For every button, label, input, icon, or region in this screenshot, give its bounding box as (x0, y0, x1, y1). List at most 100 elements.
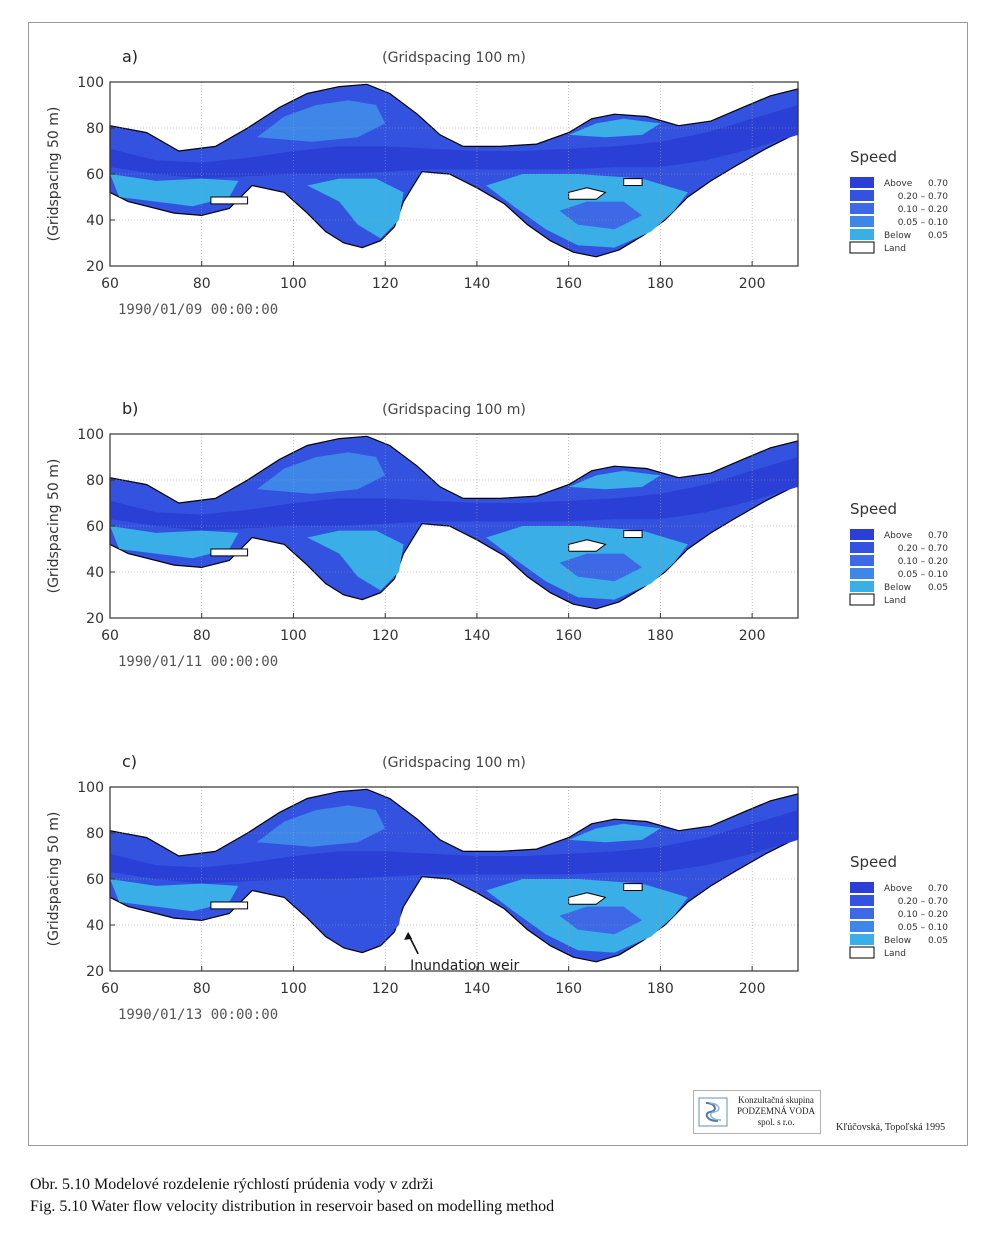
y-tick-label: 20 (86, 964, 104, 980)
logo-line-3: spol. s r.o. (757, 1117, 795, 1127)
zone-0-10-0-20-east-eddy (559, 553, 643, 582)
legend-entry-label: Land (884, 949, 906, 959)
legend-entry-value: 0.70 (928, 179, 948, 189)
y-tick-label: 40 (86, 565, 104, 581)
x-tick-label: 200 (739, 276, 766, 292)
authors-credit: Kľúčovská, Topoľská 1995 (836, 1122, 946, 1133)
legend-swatch (850, 190, 874, 201)
x-tick-label: 80 (193, 981, 211, 997)
legend-entry-value: 0.70 (928, 884, 948, 894)
x-tick-label: 140 (464, 981, 491, 997)
legend-swatch (850, 568, 874, 579)
panel-label: c) (122, 752, 137, 771)
zone-0-05-0-10-north-bay (256, 452, 386, 494)
y-tick-label: 80 (86, 121, 104, 137)
land-island-1 (623, 530, 643, 538)
panel-b: b) (Gridspacing 100 m) 60 80 100 120 140 160 180… (46, 399, 949, 670)
legend-entry-value: 0.05 (928, 583, 948, 593)
y-tick-label: 40 (86, 213, 104, 229)
legend-swatch (850, 908, 874, 919)
legend-swatch (850, 529, 874, 540)
legend-entry-value: 0.20 – 0.70 (898, 192, 949, 202)
panel-label: a) (122, 47, 138, 66)
x-tick-label: 160 (555, 981, 582, 997)
x-tick-label: 80 (193, 628, 211, 644)
legend-entry-label: Above (884, 531, 913, 541)
y-tick-label: 100 (77, 75, 104, 91)
land-island-2 (210, 548, 249, 557)
x-tick-label: 140 (464, 276, 491, 292)
x-tick-label: 60 (101, 276, 119, 292)
company-logo-box: Konzultačná skupina PODZEMNÁ VODA spol. … (693, 1090, 821, 1134)
x-tick-label: 120 (372, 628, 399, 644)
y-tick-label: 60 (86, 872, 104, 888)
legend-swatch (850, 921, 874, 932)
x-tick-label: 160 (555, 276, 582, 292)
x-tick-label: 200 (739, 628, 766, 644)
y-tick-label: 20 (86, 259, 104, 275)
legend-swatch (850, 177, 874, 188)
y-tick-label: 100 (77, 427, 104, 443)
logo-line-1: Konzultačná skupina (738, 1095, 814, 1105)
zone-south-lobe (307, 178, 404, 239)
legend-entry-label: Above (884, 179, 913, 189)
legend-entry-value: 0.05 – 0.10 (898, 570, 949, 580)
y-axis-label: (Gridspacing 50 m) (46, 459, 62, 594)
legend-swatch (850, 581, 874, 592)
zone-above-0-70-main-channel (110, 105, 798, 179)
legend-swatch (849, 593, 875, 606)
timestamp-label: 1990/01/11 00:00:00 (118, 654, 278, 670)
legend-title: Speed (850, 853, 897, 871)
caption-english: Fig. 5.10 Water flow velocity distributi… (30, 1198, 555, 1215)
timestamp-label: 1990/01/09 00:00:00 (118, 302, 278, 318)
legend-entry-label: Below (884, 231, 911, 241)
x-tick-label: 100 (280, 628, 307, 644)
y-tick-label: 80 (86, 473, 104, 489)
zone-below-0-05-west (110, 879, 239, 912)
legend-swatch (850, 555, 874, 566)
legend-title: Speed (850, 148, 897, 166)
x-tick-label: 200 (739, 981, 766, 997)
legend-swatch (850, 216, 874, 227)
y-axis-label: (Gridspacing 50 m) (46, 107, 62, 242)
legend-swatch (850, 934, 874, 945)
timestamp-label: 1990/01/13 00:00:00 (118, 1007, 278, 1023)
zone-above-0-70-main-channel (110, 457, 798, 531)
panel-c: c) (Gridspacing 100 m) 60 80 100 120 140 160 180… (46, 752, 948, 1023)
annotation-arrow-head (404, 931, 413, 940)
zone-below-0-05-west (110, 174, 239, 207)
land-island-1 (623, 178, 643, 186)
y-tick-label: 80 (86, 826, 104, 842)
legend-swatch (849, 241, 875, 254)
panel-title: (Gridspacing 100 m) (382, 50, 526, 66)
caption-slovak: Obr. 5.10 Modelové rozdelenie rýchlostí … (30, 1176, 434, 1193)
x-tick-label: 140 (464, 628, 491, 644)
y-tick-label: 40 (86, 918, 104, 934)
legend-entry-label: Land (884, 244, 906, 254)
annotation-text: Inundation weir (410, 958, 519, 974)
panel-a: a) (Gridspacing 100 m) 60 80 100 120 140 160 180… (46, 47, 949, 318)
x-tick-label: 180 (647, 276, 674, 292)
zone-0-05-0-10-north-bay (256, 100, 386, 142)
legend-entry-value: 0.10 – 0.20 (898, 205, 949, 215)
legend-title: Speed (850, 500, 897, 518)
x-tick-label: 100 (280, 981, 307, 997)
zone-below-0-05-west (110, 526, 239, 559)
zone-south-lobe (307, 530, 404, 591)
legend-entry-value: 0.05 – 0.10 (898, 218, 949, 228)
x-tick-label: 120 (372, 276, 399, 292)
zone-above-0-70-main-channel (110, 810, 798, 884)
legend-entry-label: Land (884, 596, 906, 606)
x-tick-label: 60 (101, 628, 119, 644)
y-tick-label: 20 (86, 611, 104, 627)
legend-swatch (850, 882, 874, 893)
x-tick-label: 120 (372, 981, 399, 997)
legend-entry-value: 0.05 (928, 936, 948, 946)
y-axis-label: (Gridspacing 50 m) (46, 812, 62, 947)
legend-entry-label: Below (884, 583, 911, 593)
legend-swatch (850, 895, 874, 906)
x-tick-label: 100 (280, 276, 307, 292)
land-island-2 (210, 901, 249, 910)
y-tick-label: 60 (86, 519, 104, 535)
panel-title: (Gridspacing 100 m) (382, 402, 526, 418)
